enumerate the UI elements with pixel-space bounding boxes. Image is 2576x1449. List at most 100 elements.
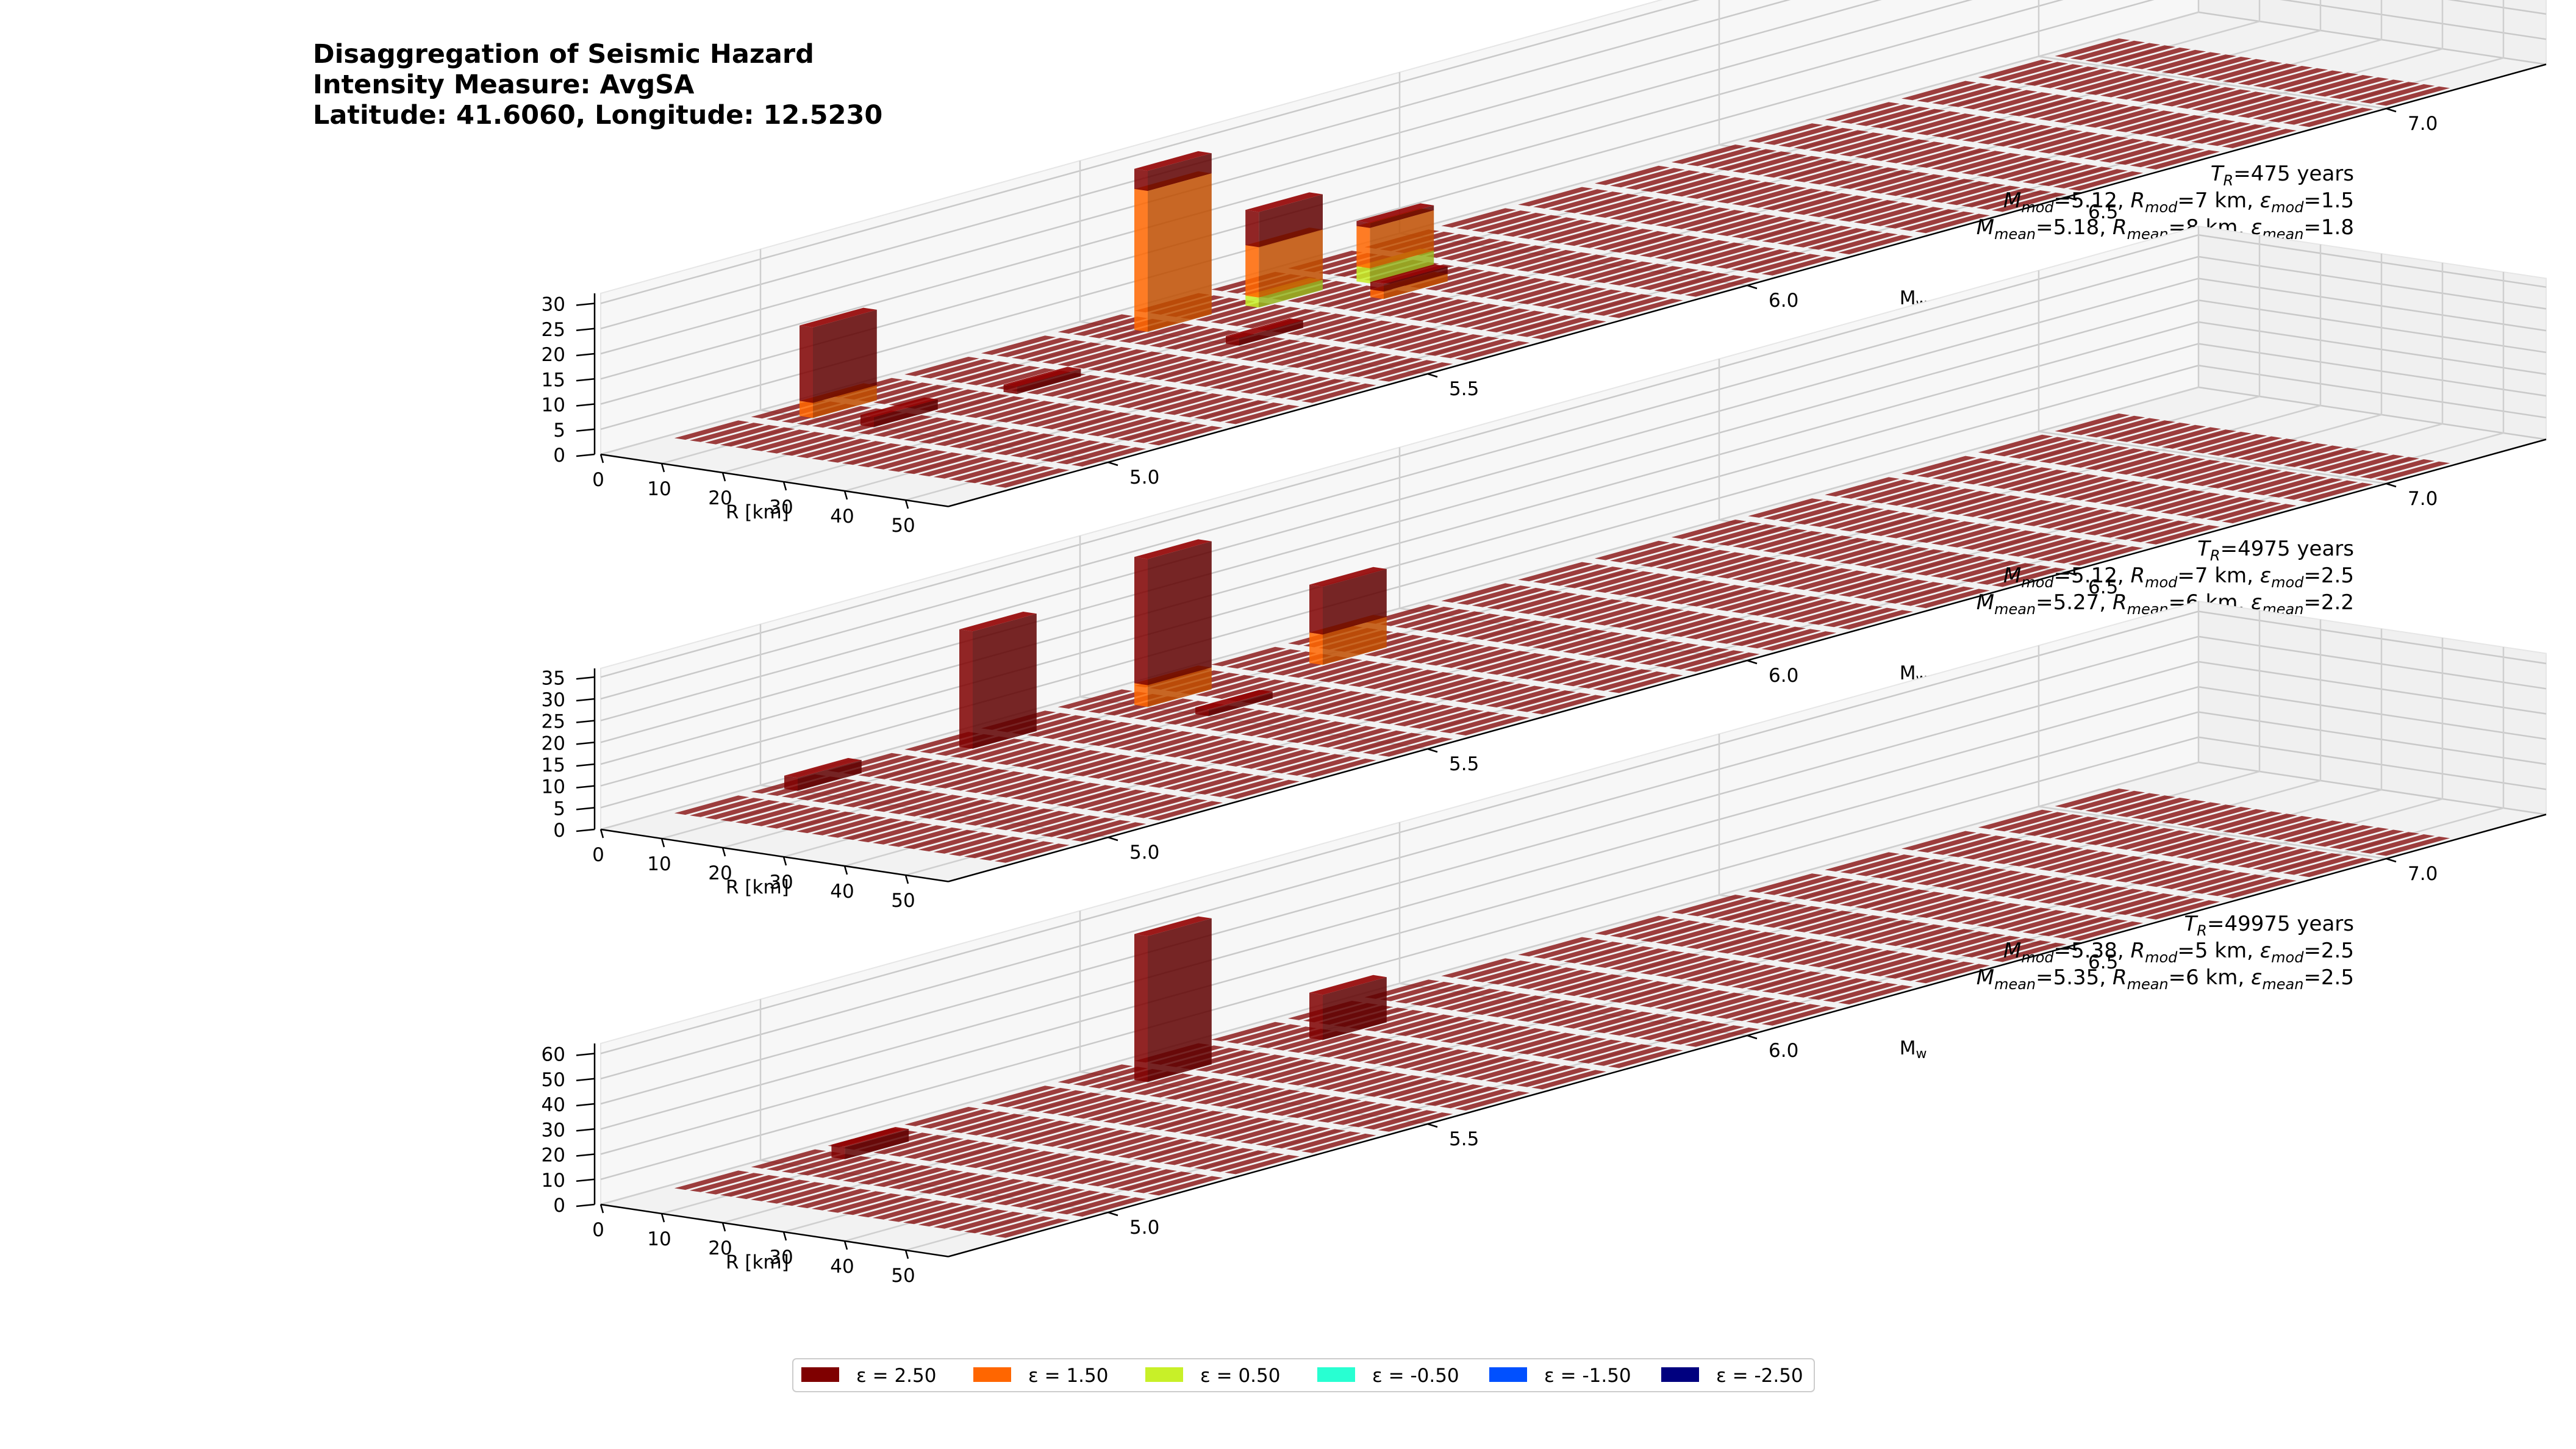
z-tick xyxy=(576,1128,595,1132)
floor-tile xyxy=(1608,266,1684,285)
figure-title-line-1: Disaggregation of Seismic Hazard xyxy=(313,39,814,70)
floor-tile xyxy=(2177,57,2252,76)
floor-tile xyxy=(1976,190,2052,210)
floor-tile xyxy=(1256,719,1331,739)
r-tick-label: 40 xyxy=(830,506,854,528)
floor-tile xyxy=(1026,342,1102,362)
floor-tile xyxy=(1701,964,1776,984)
floor-tile xyxy=(1716,624,1791,644)
floor-tile xyxy=(857,1198,932,1218)
floor-tile xyxy=(889,387,964,407)
floor-tile xyxy=(1087,1167,1162,1187)
bar-side xyxy=(1259,279,1323,308)
floor-tile xyxy=(1287,658,1362,678)
floor-tile xyxy=(1654,273,1730,293)
floor-tile xyxy=(1932,835,2007,855)
floor-tile xyxy=(1823,917,1899,937)
floor-tile xyxy=(689,798,765,817)
floor-tile xyxy=(1655,549,1731,570)
floor-tile xyxy=(1947,495,2022,515)
floor-tile xyxy=(1425,304,1500,323)
floor-tile xyxy=(1993,812,2069,832)
floor-tile xyxy=(1671,895,1747,914)
floor-tile xyxy=(1747,906,1823,926)
floor-tile xyxy=(1655,990,1730,1010)
r-tick xyxy=(782,1231,787,1241)
floor-tile xyxy=(2238,816,2313,835)
floor-tile xyxy=(1625,920,1700,940)
floor-tile xyxy=(2023,99,2098,119)
floor-tile xyxy=(1455,1026,1531,1045)
floor-tile xyxy=(1763,875,1839,895)
floor-tile xyxy=(1578,979,1654,998)
floor-tile xyxy=(1057,1129,1132,1150)
floor-tile xyxy=(1332,730,1408,750)
floor-tile xyxy=(1501,249,1577,270)
floor-tile xyxy=(918,424,994,444)
floor-tile xyxy=(2008,879,2083,900)
floor-tile xyxy=(1945,185,2021,206)
floor-tile xyxy=(935,1111,1010,1131)
floor-tile xyxy=(1118,323,1194,343)
floor-tile xyxy=(1747,188,1822,208)
floor-tile xyxy=(1961,155,2037,175)
floor-tile xyxy=(765,434,841,454)
floor-tile xyxy=(842,445,917,465)
floor-tile xyxy=(2069,138,2144,159)
floor-tile xyxy=(1731,219,1806,238)
bar-segment-eps-2.50 xyxy=(1003,384,1017,395)
floor-tile xyxy=(2206,126,2281,146)
floor-tile xyxy=(1900,554,1975,573)
floor-tile xyxy=(1057,1097,1132,1117)
floor-tile xyxy=(2023,66,2099,86)
floor-tile xyxy=(995,1153,1071,1173)
bar-top xyxy=(1309,975,1387,995)
floor-tile xyxy=(1777,226,1852,245)
floor-tile xyxy=(1639,988,1715,1007)
r-tick xyxy=(782,856,787,866)
floor-tile xyxy=(1441,583,1517,603)
floor-tile xyxy=(2023,849,2098,869)
floor-tile xyxy=(934,1176,1009,1197)
floor-tile xyxy=(919,767,995,786)
floor-tile xyxy=(2237,98,2313,118)
floor-tile xyxy=(1701,524,1777,544)
floor-tile xyxy=(1179,398,1254,418)
floor-tile xyxy=(1164,1080,1240,1100)
floor-tile xyxy=(1593,639,1669,659)
floor-tile xyxy=(1533,564,1608,584)
floor-tile xyxy=(720,427,795,447)
floor-tile xyxy=(796,814,871,834)
floor-tile xyxy=(964,1214,1039,1234)
floor-tile xyxy=(1717,151,1792,171)
floor-tile xyxy=(1301,1133,1376,1153)
floor-tile xyxy=(889,762,964,782)
floor-tile xyxy=(1011,340,1087,360)
floor-tile xyxy=(2022,164,2098,184)
floor-tile xyxy=(1594,540,1670,560)
floor-tile xyxy=(1854,172,1930,191)
floor-tile xyxy=(1211,1021,1286,1042)
bar-stack xyxy=(860,397,938,428)
floor-tile xyxy=(1992,160,2067,179)
floor-tile xyxy=(1884,584,1959,604)
mw-tick xyxy=(1427,1123,1438,1128)
floor-tile xyxy=(1823,542,1899,562)
floor-tile xyxy=(1025,815,1101,835)
mw-tick xyxy=(1427,373,1438,378)
modal-values-label: Mmod=5.12, Rmod=7 km, εmod=1.5 xyxy=(2003,188,2354,216)
floor-tile xyxy=(1394,1082,1469,1101)
floor-tile xyxy=(1394,1017,1470,1036)
floor-tile xyxy=(1118,1073,1194,1093)
floor-tile xyxy=(1472,962,1547,982)
floor-tile xyxy=(1778,503,1854,523)
floor-tile xyxy=(1133,1141,1208,1161)
floor-tile xyxy=(1870,892,1945,911)
floor-tile xyxy=(796,1189,871,1209)
floor-tile xyxy=(750,807,826,826)
floor-tile xyxy=(2207,436,2283,456)
floor-tile xyxy=(1686,554,1761,574)
floor-tile xyxy=(1532,629,1608,649)
return-period-label: TR=49975 years xyxy=(2184,912,2355,939)
floor-tile xyxy=(2222,504,2297,523)
